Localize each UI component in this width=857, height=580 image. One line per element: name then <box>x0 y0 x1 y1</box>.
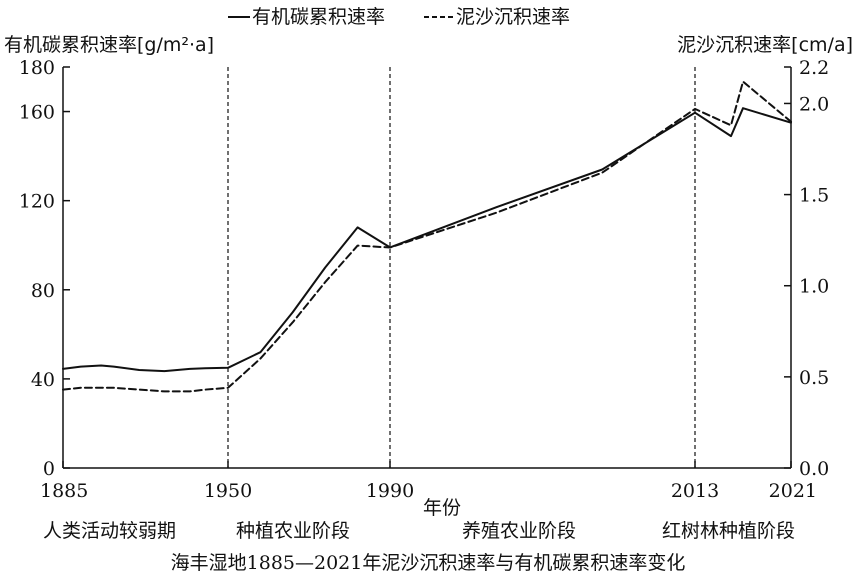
legend: 有机碳累积速率 泥沙沉积速率 <box>228 6 570 28</box>
left-tick-label: 120 <box>19 191 55 213</box>
x-tick-label: 1885 <box>40 480 88 502</box>
left-tick-label: 180 <box>19 57 55 79</box>
stage-labels: 人类活动较弱期 种植农业阶段 养殖农业阶段 红树林种植阶段 <box>43 520 795 542</box>
right-tick-label: 1.5 <box>799 185 829 207</box>
legend-organic-label: 有机碳累积速率 <box>252 6 385 28</box>
x-tick-label: 1990 <box>366 480 414 502</box>
left-tick-label: 160 <box>19 102 55 124</box>
sediment-rate-line <box>62 80 792 393</box>
plot-frame <box>62 67 792 469</box>
left-axis-title: 有机碳累积速率[g/m²·a] <box>4 34 214 56</box>
x-tick-label: 2013 <box>671 480 719 502</box>
x-tick-label: 1950 <box>204 480 252 502</box>
vertical-markers <box>227 67 696 468</box>
figure-caption: 海丰湿地1885—2021年泥沙沉积速率与有机碳累积速率变化 <box>171 552 686 574</box>
right-tick-label: 2.0 <box>799 93 829 115</box>
legend-sediment-label: 泥沙沉积速率 <box>456 6 570 28</box>
right-tick-label: 2.2 <box>799 57 829 79</box>
stage-label: 人类活动较弱期 <box>43 520 176 542</box>
x-axis-label: 年份 <box>423 497 461 519</box>
right-tick-label: 1.0 <box>799 276 829 298</box>
left-tick-label: 40 <box>31 369 55 391</box>
stage-label: 养殖农业阶段 <box>462 520 576 542</box>
left-tick-label: 80 <box>31 280 55 302</box>
right-tick-label: 0.0 <box>799 458 829 480</box>
stage-label: 种植农业阶段 <box>236 520 350 542</box>
axis-ticks: 0 40 80 120 160 180 0.0 0.5 1.0 1.5 2.0 2.2 1885 1950… <box>19 57 829 502</box>
series-lines <box>62 80 792 393</box>
left-tick-label: 0 <box>43 458 55 480</box>
right-axis-title: 泥沙沉积速率[cm/a] <box>677 34 853 56</box>
right-tick-label: 0.5 <box>799 367 829 389</box>
organic-carbon-line <box>62 107 792 373</box>
x-tick-label: 2021 <box>769 480 817 502</box>
stage-label: 红树林种植阶段 <box>662 520 795 542</box>
